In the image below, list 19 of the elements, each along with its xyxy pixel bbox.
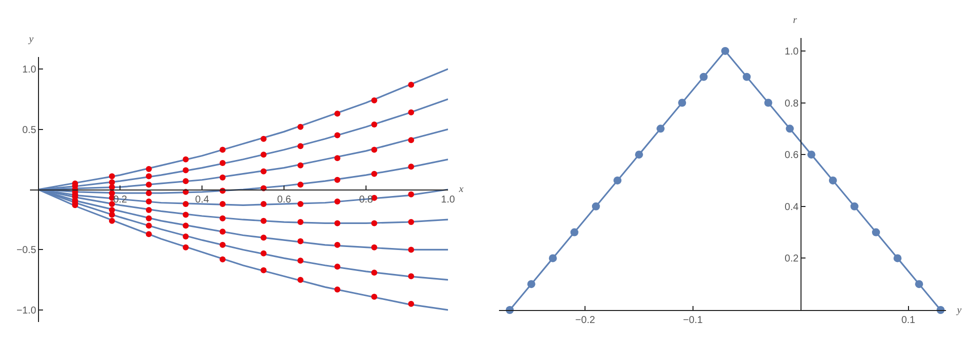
y-tick-label: 1.0 — [22, 64, 37, 76]
x-tick-label: 0.1 — [901, 315, 916, 326]
y-tick-label: −1.0 — [16, 305, 37, 316]
x-axis-title: y — [956, 305, 962, 316]
y-tick-label: −0.5 — [16, 245, 37, 256]
x-tick-label: −0.1 — [683, 315, 704, 326]
x-tick-label: −0.2 — [575, 315, 596, 326]
x-tick-label: 0.6 — [277, 194, 292, 206]
y-tick-label: 0.6 — [784, 150, 800, 162]
y-tick-label: 1.0 — [784, 46, 800, 58]
y-tick-label: 0.5 — [22, 124, 37, 136]
x-axis-title: x — [458, 184, 464, 195]
y-tick-label: 0.8 — [784, 98, 800, 110]
x-tick-label: 0.4 — [195, 194, 210, 206]
y-axis-title: y — [28, 34, 34, 45]
y-axis-title: r — [793, 15, 797, 26]
y-tick-label: 0.4 — [784, 202, 800, 213]
x-tick-label: 1.0 — [441, 194, 456, 206]
y-tick-label: 0.2 — [784, 254, 800, 265]
